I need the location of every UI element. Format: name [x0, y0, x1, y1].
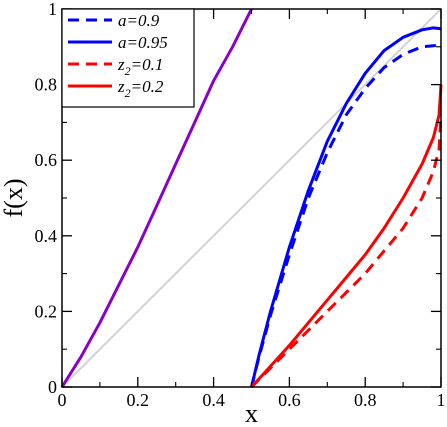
legend-label-subscript: 2	[125, 86, 131, 100]
y-tick-label: 1	[48, 0, 57, 19]
legend-label: z2=0.1	[117, 55, 163, 78]
legend-label-subscript: 2	[125, 64, 131, 78]
y-tick-labels: 0 0.2 0.4 0.6 0.8 1	[35, 0, 58, 397]
x-tick-label: 0.4	[202, 390, 225, 410]
x-tick-label: 0	[58, 390, 67, 410]
series-line-a-0-95	[250, 26, 442, 388]
series-line-z2-0-2	[250, 84, 443, 389]
y-axis-label: f(x)	[0, 179, 28, 218]
y-tick-label: 0.2	[35, 301, 58, 321]
legend-label: z2=0.2	[117, 77, 164, 100]
legend-label-tail: =0.1	[131, 55, 164, 74]
series-line-unlabeled-4	[60, 8, 253, 388]
x-tick-labels: 0 0.2 0.4 0.6 0.8 1	[58, 390, 446, 410]
x-axis-label: x	[245, 399, 258, 427]
y-tick-label: 0	[48, 377, 57, 397]
legend-label-tail: =0.2	[131, 77, 164, 96]
x-tick-label: 1	[437, 390, 446, 410]
x-tick-label: 0.8	[354, 390, 377, 410]
legend-box	[61, 8, 195, 108]
legend-label: a=0.9	[118, 11, 160, 30]
legend-label-main: z	[117, 55, 125, 74]
legend-label-main: a=0.95	[118, 33, 168, 52]
x-tick-label: 0.2	[127, 390, 150, 410]
series-layer	[60, 8, 443, 389]
series-line-unlabeled-5	[61, 8, 442, 388]
legend-label-main: z	[117, 77, 125, 96]
y-tick-label: 0.6	[35, 150, 58, 170]
legend-label: a=0.95	[118, 33, 168, 52]
y-tick-label: 0.4	[35, 226, 58, 246]
x-tick-label: 0.6	[278, 390, 301, 410]
legend-label-main: a=0.9	[118, 11, 160, 30]
y-tick-label: 0.8	[35, 75, 58, 95]
